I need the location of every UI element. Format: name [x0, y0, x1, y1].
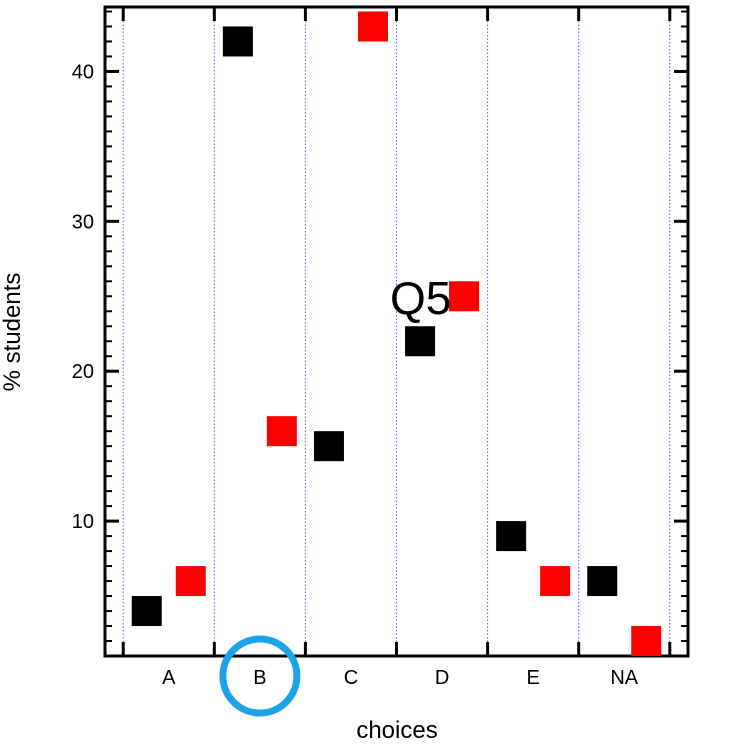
highlight-circle — [219, 635, 301, 717]
plot-frame — [103, 5, 690, 658]
x-tick-label: E — [526, 667, 539, 689]
data-point — [131, 596, 162, 627]
y-tick-label: 10 — [72, 511, 94, 533]
y-tick-label: 20 — [72, 361, 94, 383]
data-point — [496, 521, 527, 552]
x-tick-label: D — [435, 667, 449, 689]
data-point — [175, 566, 206, 597]
data-point — [313, 431, 344, 462]
x-tick-label: NA — [610, 667, 638, 689]
x-axis-title: choices — [356, 717, 437, 744]
data-point — [266, 416, 297, 447]
x-tick-label: B — [253, 667, 266, 689]
grid-lines — [122, 7, 671, 656]
x-tick-label: A — [162, 667, 176, 689]
data-point — [405, 326, 436, 357]
data-point — [540, 566, 571, 597]
y-tick-label: 30 — [72, 211, 94, 233]
axis-ticks — [105, 7, 688, 656]
data-point — [357, 11, 388, 42]
y-tick-label: 40 — [72, 61, 94, 83]
data-marks — [131, 11, 662, 657]
data-point — [587, 566, 618, 597]
data-point — [449, 281, 480, 312]
data-point — [222, 26, 253, 57]
tick-labels: 10 20 30 40 A B C D E NA — [72, 61, 639, 689]
data-point — [631, 626, 662, 657]
x-tick-label: C — [344, 667, 358, 689]
y-axis-title: % students — [0, 273, 26, 392]
chart-annotation: Q5 — [390, 272, 451, 324]
